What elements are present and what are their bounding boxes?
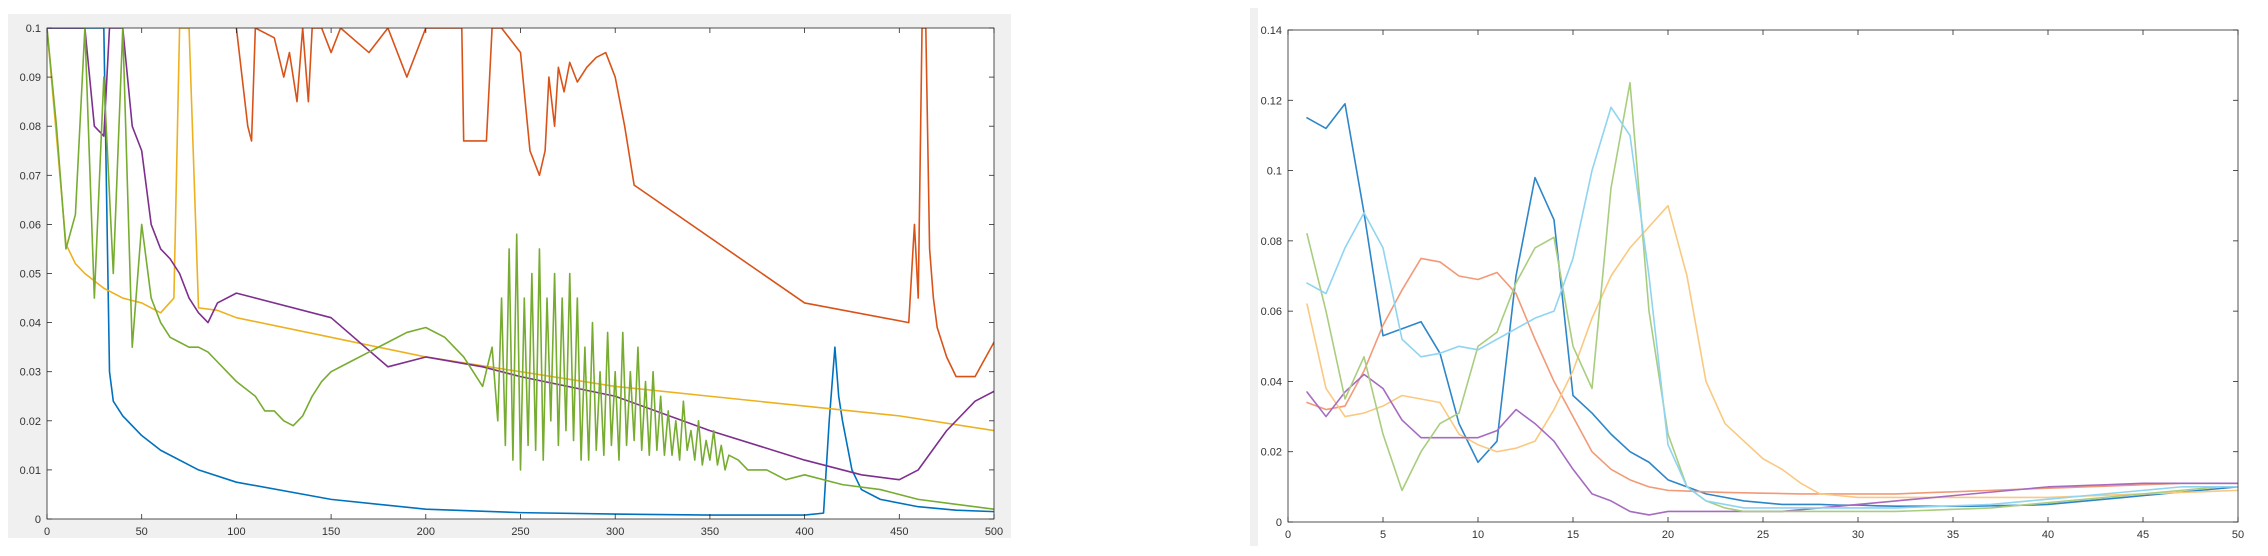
y-tick-label: 0.04	[1261, 376, 1282, 388]
y-tick-label: 0.12	[1261, 95, 1282, 107]
y-tick-label: 0.03	[20, 367, 41, 379]
x-tick-label: 25	[1757, 529, 1769, 541]
plot-area	[1288, 30, 2238, 522]
x-tick-label: 350	[701, 526, 719, 538]
y-tick-label: 0.02	[1261, 447, 1282, 459]
y-tick-label: 0.02	[20, 416, 41, 428]
x-tick-label: 300	[606, 526, 624, 538]
x-tick-label: 30	[1852, 529, 1864, 541]
x-tick-label: 100	[227, 526, 245, 538]
y-tick-label: 0.1	[1267, 166, 1282, 178]
series-line-5	[47, 28, 994, 510]
x-tick-label: 250	[511, 526, 529, 538]
x-tick-label: 500	[985, 526, 1003, 538]
y-tick-label: 0.08	[20, 121, 41, 133]
series-line-1	[47, 28, 994, 516]
y-tick-label: 0.06	[1261, 306, 1282, 318]
x-tick-label: 35	[1947, 529, 1959, 541]
x-tick-label: 0	[1285, 529, 1291, 541]
y-tick-label: 0.04	[20, 318, 41, 330]
y-tick-label: 0.01	[20, 465, 41, 477]
x-tick-label: 400	[795, 526, 813, 538]
x-tick-label: 50	[2232, 529, 2244, 541]
y-tick-label: 0	[1276, 517, 1282, 529]
x-tick-label: 150	[322, 526, 340, 538]
x-tick-label: 200	[417, 526, 435, 538]
x-tick-label: 40	[2042, 529, 2054, 541]
x-tick-label: 450	[890, 526, 908, 538]
x-tick-label: 20	[1662, 529, 1674, 541]
chart-2: 0 5 10 15 20 25 30 35 40 45 50 0 0.02 0.04 0.06 0.08 0.1…	[1250, 8, 2244, 546]
y-tick-label: 0	[35, 514, 41, 526]
chart-1: 0 50 100 150 200 250 300 350 400 450 500 0 0.01 0.02 0…	[8, 14, 1011, 538]
figure-background	[1250, 8, 1258, 546]
x-tick-label: 45	[2137, 529, 2149, 541]
series-line-5	[1306, 81, 2238, 513]
x-tick-label: 15	[1567, 529, 1579, 541]
series-line-1	[1306, 103, 2238, 507]
series-line-4	[47, 28, 994, 481]
x-tick-label: 10	[1472, 529, 1484, 541]
y-tick-label: 0.14	[1261, 25, 1282, 37]
x-tick-label: 5	[1380, 529, 1386, 541]
y-tick-label: 0.09	[20, 72, 41, 84]
y-tick-label: 0.06	[20, 219, 41, 231]
series-line-2	[1306, 257, 2238, 495]
y-tick-label: 0.1	[26, 23, 41, 35]
x-tick-label: 0	[44, 526, 50, 538]
y-tick-label: 0.05	[20, 269, 41, 281]
series-line-6	[1306, 106, 2238, 509]
series-line-3	[47, 28, 994, 432]
series-line-2	[235, 28, 994, 378]
y-tick-label: 0.07	[20, 170, 41, 182]
y-tick-label: 0.08	[1261, 236, 1282, 248]
x-tick-label: 50	[136, 526, 148, 538]
